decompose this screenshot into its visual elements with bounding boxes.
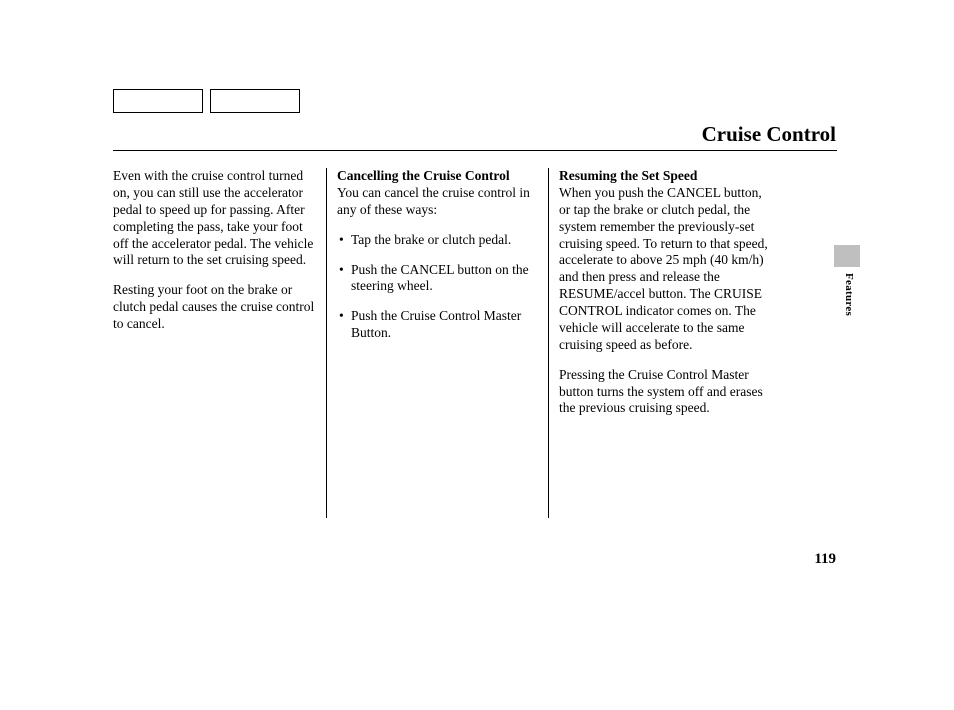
col2-bullet-1: Tap the brake or clutch pedal. [337,232,538,249]
column-2: Cancelling the Cruise Control You can can… [326,168,548,518]
page-number: 119 [814,551,836,568]
title-rule [113,150,837,151]
col2-heading: Cancelling the Cruise Control [337,168,510,183]
col2-intro: Cancelling the Cruise Control You can can… [337,168,538,219]
col3-heading: Resuming the Set Speed [559,168,697,183]
side-tab [834,245,860,267]
header-box-2 [210,89,300,113]
col2-bullets: Tap the brake or clutch pedal. Push the … [337,232,538,342]
header-boxes [113,89,300,113]
columns: Even with the cruise control turned on, … [113,168,776,518]
page: Cruise Control Even with the cruise cont… [0,0,954,710]
column-1: Even with the cruise control turned on, … [113,168,326,518]
page-title: Cruise Control [702,122,836,147]
col2-bullet-2: Push the CANCEL button on the steering w… [337,262,538,296]
col3-para-2: Pressing the Cruise Control Master butto… [559,367,776,418]
col1-para-1: Even with the cruise control turned on, … [113,168,316,269]
col2-intro-text: You can cancel the cruise control in any… [337,185,530,217]
col3-para-1: Resuming the Set Speed When you push the … [559,168,776,354]
col1-para-2: Resting your foot on the brake or clutch… [113,282,316,333]
col2-bullet-3: Push the Cruise Control Master Button. [337,308,538,342]
header-box-1 [113,89,203,113]
column-3: Resuming the Set Speed When you push the … [548,168,776,518]
side-section-label: Features [843,273,855,316]
col3-p1-text: When you push the CANCEL button, or tap … [559,185,768,352]
